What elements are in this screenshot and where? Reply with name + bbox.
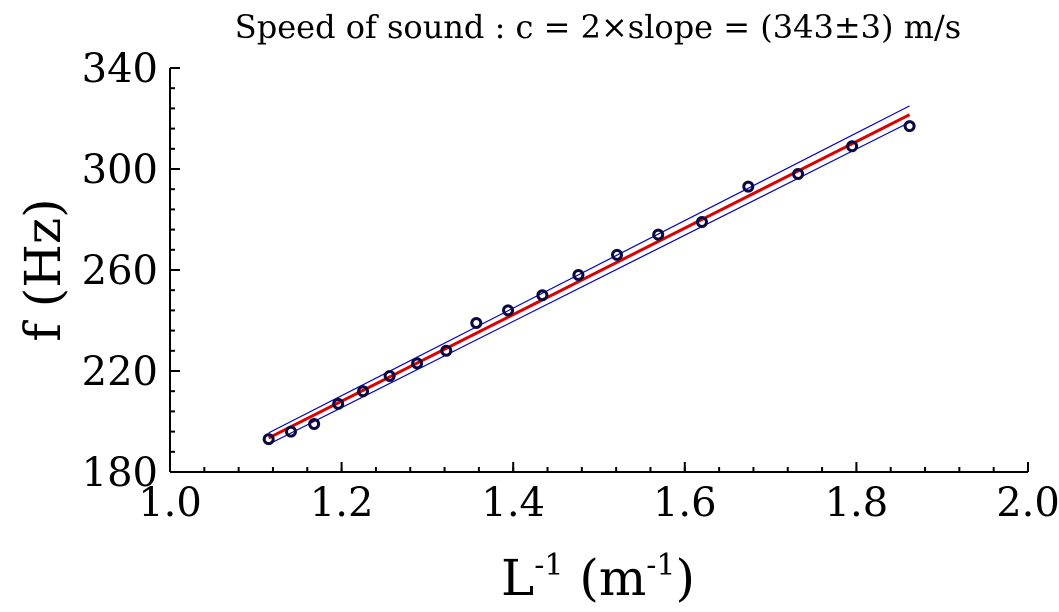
data-point xyxy=(262,433,275,446)
fit-line xyxy=(267,113,911,440)
y-tick-label: 260 xyxy=(82,248,158,294)
data-point xyxy=(502,304,515,317)
data-point xyxy=(411,357,424,370)
x-axis-label-unit-open: (m xyxy=(563,549,646,607)
y-tick-label: 180 xyxy=(82,450,158,496)
x-tick-label: 1.2 xyxy=(310,480,374,526)
data-point xyxy=(536,289,549,302)
x-axis-label-exponent: -1 xyxy=(534,548,563,583)
data-point xyxy=(470,317,483,330)
chart-title: Speed of sound : c = 2×slope = (343±3) m… xyxy=(235,8,961,46)
fit-line-segment xyxy=(267,113,911,440)
data-point xyxy=(332,397,345,410)
data-point xyxy=(611,248,624,261)
data-point xyxy=(284,425,297,438)
x-axis-label-unit-close: ) xyxy=(675,549,695,607)
x-tick-label: 1.8 xyxy=(825,480,889,526)
data-points xyxy=(262,120,916,446)
y-tick-label: 220 xyxy=(82,349,158,395)
bound-line xyxy=(268,105,910,434)
data-point xyxy=(846,140,859,153)
data-point xyxy=(742,180,755,193)
y-tick-labels: 180 220 260 300 340 xyxy=(82,46,158,496)
x-tick-label: 1.6 xyxy=(653,480,717,526)
data-point xyxy=(440,344,453,357)
data-point xyxy=(652,228,665,241)
y-tick-label: 340 xyxy=(82,46,158,92)
x-tick-labels: 1.0 1.2 1.4 1.6 1.8 2.0 xyxy=(138,480,1059,526)
y-tick-label: 300 xyxy=(82,147,158,193)
x-axis-label: L-1 (m-1) xyxy=(501,548,695,607)
y-axis-label: f (Hz) xyxy=(14,198,72,341)
ticks xyxy=(169,67,1029,473)
data-point xyxy=(572,269,585,282)
data-point xyxy=(308,418,321,431)
x-axis-label-unit-exponent: -1 xyxy=(646,548,675,583)
x-tick-label: 2.0 xyxy=(996,480,1059,526)
data-point xyxy=(383,370,396,383)
data-point xyxy=(903,120,916,133)
data-point xyxy=(695,216,708,229)
x-tick-label: 1.0 xyxy=(138,480,202,526)
x-tick-label: 1.4 xyxy=(481,480,545,526)
x-axis-label-main: L xyxy=(501,549,534,607)
data-point xyxy=(357,385,370,398)
data-point xyxy=(792,168,805,181)
